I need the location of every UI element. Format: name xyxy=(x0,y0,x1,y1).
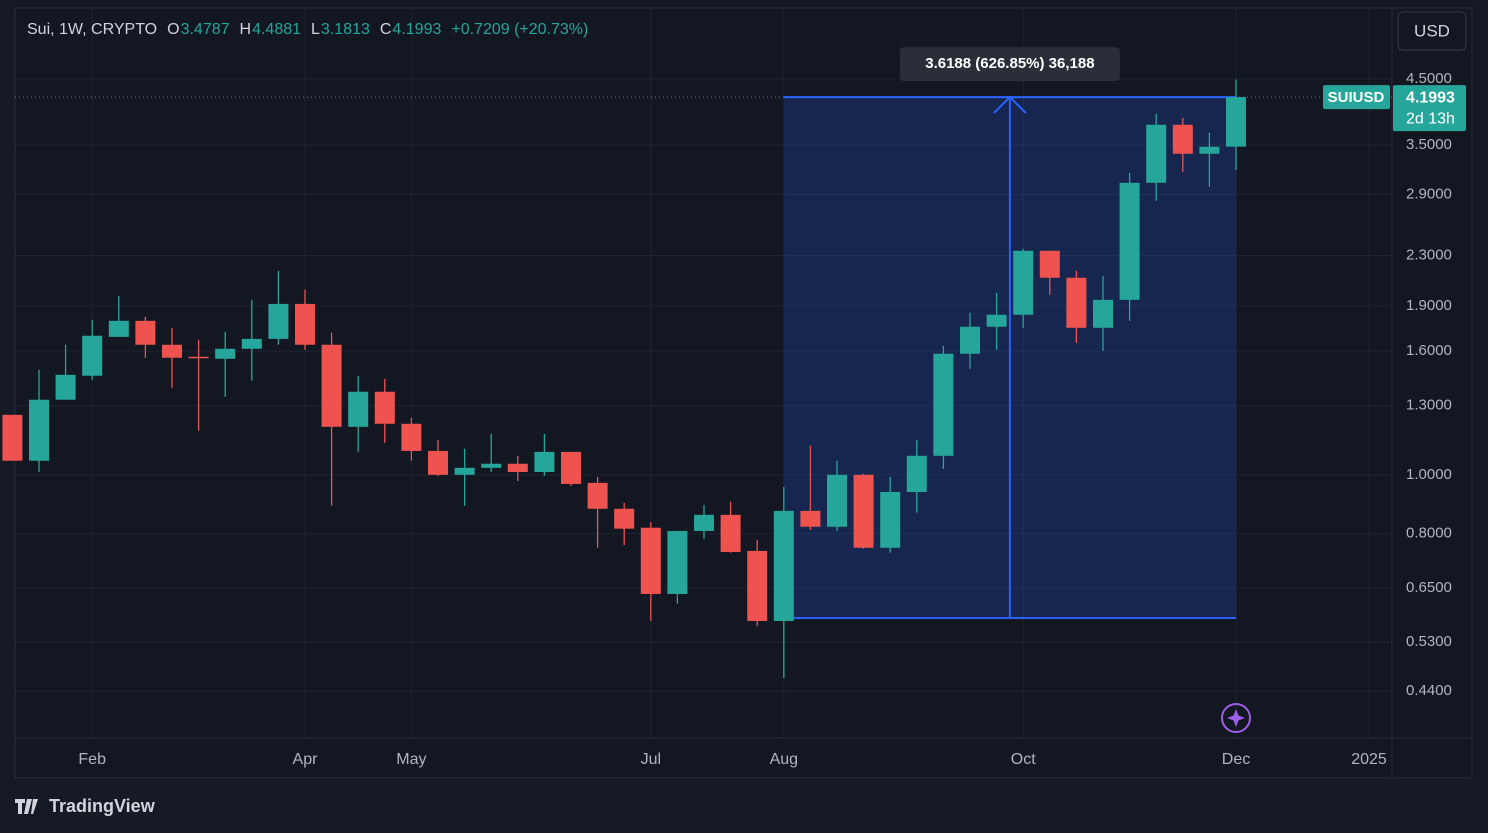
ohlc-value: 3.4787 xyxy=(181,21,230,38)
x-tick-label: Apr xyxy=(293,751,319,768)
candle-body xyxy=(241,338,262,349)
candle-body xyxy=(587,482,608,509)
candle-body xyxy=(1013,250,1034,315)
marks-layer xyxy=(2,79,1246,679)
candle-body xyxy=(135,320,156,345)
candle-body xyxy=(773,510,794,621)
candle-body xyxy=(454,467,475,475)
candle-body xyxy=(481,463,502,468)
candle-body xyxy=(853,474,874,548)
y-tick-label: 0.6500 xyxy=(1406,579,1452,596)
candle-body xyxy=(827,474,847,527)
x-tick-label: Aug xyxy=(770,751,798,768)
candle-body xyxy=(694,514,714,531)
candle-body xyxy=(1119,182,1140,300)
x-tick-label: Feb xyxy=(78,751,106,768)
candle-body xyxy=(268,303,289,339)
ohlc-label: O xyxy=(167,21,179,38)
candle-body xyxy=(428,450,448,475)
candle-body xyxy=(614,508,635,529)
price-badge-countdown: 2d 13h xyxy=(1406,110,1455,127)
ohlc-value: 4.1993 xyxy=(392,21,441,38)
y-tick-label: 4.5000 xyxy=(1406,70,1452,87)
ohlc-value: 3.1813 xyxy=(321,21,370,38)
x-tick-label: May xyxy=(396,751,426,768)
y-tick-label: 3.5000 xyxy=(1406,136,1452,153)
candle-body xyxy=(2,414,23,461)
currency-label[interactable]: USD xyxy=(1414,21,1450,40)
candle-body xyxy=(215,348,236,359)
y-tick-label: 1.6000 xyxy=(1406,342,1452,359)
y-tick-label: 1.9000 xyxy=(1406,297,1452,314)
candle-body xyxy=(561,451,581,484)
y-tick-label: 0.8000 xyxy=(1406,525,1452,542)
candle-body xyxy=(800,510,821,527)
candle-body xyxy=(880,491,901,548)
overlay-layer: 3.6188 (626.85%) 36,188 SUIUSD 4.1993 2d 13… xyxy=(15,47,1466,132)
y-tick-label: 1.3000 xyxy=(1406,397,1452,414)
candle-body xyxy=(348,391,369,427)
x-tick-label: Dec xyxy=(1222,751,1250,768)
symbol-badge-label: SUIUSD xyxy=(1328,89,1385,106)
candle-body xyxy=(82,335,103,376)
change-label: +0.7209 (+20.73%) xyxy=(451,21,588,38)
candle-body xyxy=(1146,124,1167,183)
candle-body xyxy=(1199,146,1220,154)
price-badge-value: 4.1993 xyxy=(1406,89,1455,106)
price-badge xyxy=(1393,85,1466,132)
x-tick-label: Oct xyxy=(1011,751,1036,768)
y-tick-label: 0.4400 xyxy=(1406,682,1452,699)
candle-body xyxy=(1039,250,1060,278)
brand-logo xyxy=(15,799,38,814)
candle-body xyxy=(1226,97,1246,147)
ohlc-value: 4.4881 xyxy=(252,21,301,38)
ohlc-label: L xyxy=(311,21,320,38)
y-tick-label: 1.0000 xyxy=(1406,466,1452,483)
candle-body xyxy=(507,463,528,472)
candle-body xyxy=(960,326,980,354)
y-tick-label: 2.3000 xyxy=(1406,247,1452,264)
sparkle-star xyxy=(1227,709,1245,727)
measure-label: 3.6188 (626.85%) 36,188 xyxy=(925,55,1094,72)
candle-body xyxy=(29,399,49,461)
candle-body xyxy=(321,344,342,427)
candle-body xyxy=(534,451,555,472)
candle-body xyxy=(906,455,927,492)
candle-body xyxy=(720,514,741,552)
candle-body xyxy=(1172,124,1193,154)
candle-body xyxy=(640,527,661,594)
candle-body xyxy=(55,374,76,400)
currency-button[interactable] xyxy=(1397,11,1467,51)
candle-body xyxy=(188,356,209,359)
measure-label-box xyxy=(899,47,1120,82)
symbol-title: Sui, 1W, CRYPTO xyxy=(27,21,157,38)
candle-body xyxy=(162,344,182,358)
ohlc-label: C xyxy=(380,21,392,38)
brand-name: TradingView xyxy=(49,796,156,816)
candle-body xyxy=(401,423,422,451)
candle-body xyxy=(374,391,395,424)
x-tick-label: Jul xyxy=(641,751,661,768)
candle-body xyxy=(1093,299,1113,328)
candle-body xyxy=(667,530,688,594)
candle-body xyxy=(1066,277,1087,328)
candle-body xyxy=(295,303,315,345)
y-tick-label: 2.9000 xyxy=(1406,186,1452,203)
measure-arrowhead xyxy=(993,95,1027,114)
candle-body xyxy=(108,320,129,337)
y-tick-label: 0.5300 xyxy=(1406,633,1452,650)
ohlc-label: H xyxy=(240,21,252,38)
chart-frame xyxy=(14,7,1473,779)
candle-body xyxy=(747,550,768,621)
x-tick-label: 2025 xyxy=(1351,751,1387,768)
candle-body xyxy=(933,353,954,456)
symbol-badge xyxy=(1323,85,1390,110)
sparkle-icon[interactable] xyxy=(1221,703,1251,733)
candle-body xyxy=(986,314,1007,327)
